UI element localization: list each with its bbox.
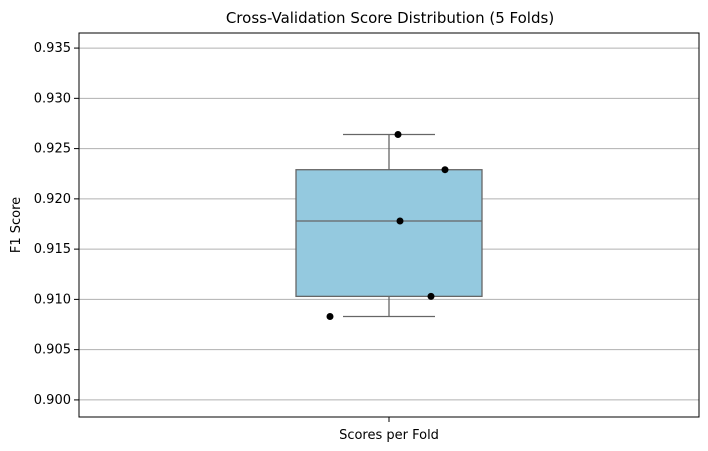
y-tick-label: 0.910 [34,292,71,307]
y-tick-label: 0.915 [34,242,71,257]
iqr-box [295,169,483,298]
fold-points [326,131,449,320]
fold-point [427,292,435,300]
y-tick-label: 0.900 [34,393,71,408]
chart-title: Cross-Validation Score Distribution (5 F… [226,9,554,27]
y-axis-ticks: 0.900 0.905 0.910 0.915 0.920 0.925 0.930 0.935 [34,41,79,408]
x-axis-label: Scores per Fold [339,428,439,443]
y-tick-label: 0.905 [34,343,71,358]
y-tick-label: 0.930 [34,91,71,106]
fold-point [396,217,404,225]
fold-point [441,166,449,174]
fold-point [326,312,334,320]
y-tick-label: 0.935 [34,41,71,56]
box-element [295,133,483,318]
y-tick-label: 0.920 [34,192,71,207]
y-tick-label: 0.925 [34,142,71,157]
y-axis-label: F1 Score [9,197,24,253]
fold-point [394,131,402,139]
